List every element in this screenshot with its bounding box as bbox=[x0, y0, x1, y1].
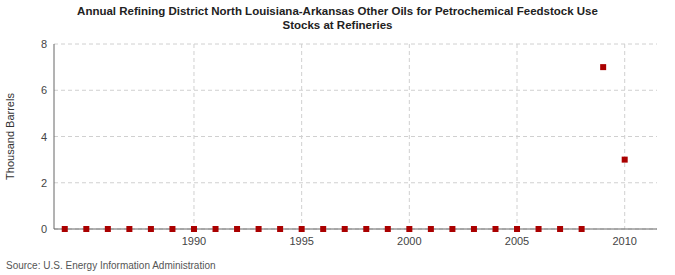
y-tick-label: 8 bbox=[41, 38, 47, 50]
chart-title-line: Stocks at Refineries bbox=[283, 19, 393, 31]
data-point bbox=[234, 226, 240, 232]
data-point bbox=[406, 226, 412, 232]
y-tick-label: 2 bbox=[41, 177, 47, 189]
chart-title: Annual Refining District North Louisiana… bbox=[77, 5, 598, 31]
axes: 0 2 4 6 8 1990 1995 2000 2005 2010 bbox=[41, 38, 657, 247]
data-point bbox=[105, 226, 111, 232]
x-grid-line bbox=[624, 44, 625, 229]
y-grid-line bbox=[54, 182, 657, 183]
data-point bbox=[449, 226, 455, 232]
source-note: Source: U.S. Energy Information Administ… bbox=[6, 260, 216, 271]
data-point bbox=[622, 157, 628, 163]
data-point bbox=[277, 226, 283, 232]
x-tick-label: 1990 bbox=[182, 235, 206, 247]
x-tick-label: 2010 bbox=[612, 235, 636, 247]
x-axis-line bbox=[54, 229, 657, 230]
y-tick-label: 0 bbox=[41, 223, 47, 235]
data-point bbox=[600, 64, 606, 70]
data-point bbox=[213, 226, 219, 232]
data-point bbox=[363, 226, 369, 232]
data-point bbox=[514, 226, 520, 232]
y-axis-label: Thousand Barrels bbox=[4, 93, 16, 180]
data-point bbox=[256, 226, 262, 232]
x-grid-line bbox=[409, 44, 410, 229]
chart-container: Annual Refining District North Louisiana… bbox=[0, 0, 675, 275]
y-tick-label: 4 bbox=[41, 131, 47, 143]
grid bbox=[54, 44, 657, 229]
y-grid-line bbox=[54, 229, 657, 230]
chart-svg: Annual Refining District North Louisiana… bbox=[0, 0, 675, 275]
data-point bbox=[299, 226, 305, 232]
x-grid-line bbox=[517, 44, 518, 229]
data-point bbox=[579, 226, 585, 232]
y-grid-line bbox=[54, 90, 657, 91]
data-point bbox=[342, 226, 348, 232]
x-tick-label: 2005 bbox=[505, 235, 529, 247]
data-point bbox=[169, 226, 175, 232]
data-point bbox=[126, 226, 132, 232]
data-point bbox=[148, 226, 154, 232]
y-grid-line bbox=[54, 136, 657, 137]
x-grid-line bbox=[193, 44, 194, 229]
chart-title-line: Annual Refining District North Louisiana… bbox=[77, 5, 598, 17]
x-grid-line bbox=[301, 44, 302, 229]
data-point bbox=[536, 226, 542, 232]
data-point bbox=[428, 226, 434, 232]
y-tick-label: 6 bbox=[41, 84, 47, 96]
y-grid-line bbox=[54, 44, 657, 45]
data-point bbox=[385, 226, 391, 232]
data-point bbox=[191, 226, 197, 232]
x-tick-label: 2000 bbox=[397, 235, 421, 247]
data-point bbox=[62, 226, 68, 232]
data-point bbox=[492, 226, 498, 232]
data-point bbox=[83, 226, 89, 232]
y-axis-line bbox=[54, 44, 55, 229]
data-point bbox=[557, 226, 563, 232]
data-point bbox=[471, 226, 477, 232]
x-tick-label: 1995 bbox=[289, 235, 313, 247]
data-point bbox=[320, 226, 326, 232]
points bbox=[62, 64, 628, 232]
